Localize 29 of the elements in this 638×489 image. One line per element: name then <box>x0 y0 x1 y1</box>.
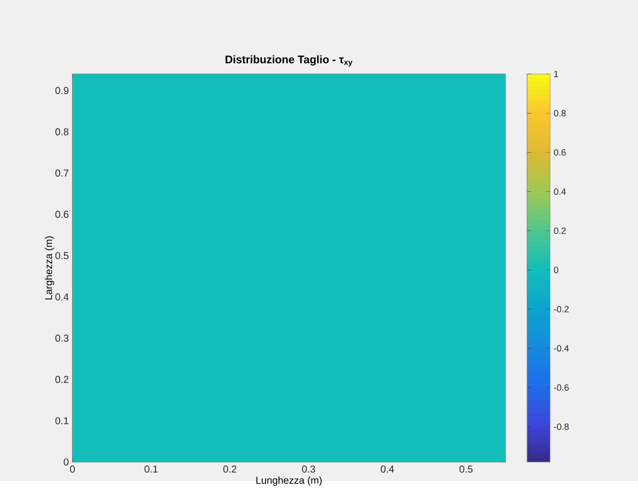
y-tick-label: 0.7 <box>55 169 68 177</box>
x-tick-label: 0 <box>70 465 75 473</box>
chart-title: Distribuzione Taglio - τ$_{xy}$ <box>226 55 352 66</box>
y-tick-label: 0.4 <box>55 293 69 300</box>
y-tick-label: 0.1 <box>55 417 68 424</box>
y-tick-label: 0.5 <box>55 252 68 260</box>
color-bar-label: -0.2 <box>554 306 569 312</box>
color-bar-label: -0.6 <box>554 384 569 391</box>
x-tick-label: 0.2 <box>223 465 236 473</box>
x-tick-label: 0.4 <box>380 465 394 473</box>
y-axis-title: Larghezza (m) <box>44 236 54 300</box>
color-bar-label: 0.8 <box>554 110 566 116</box>
x-axis-title: Lunghezza (m) <box>256 476 322 486</box>
y-tick-label: 0.2 <box>55 376 68 383</box>
color-bar-label: 0.4 <box>554 188 566 195</box>
color-bar-label: 1 <box>554 70 558 78</box>
y-tick-label: 0.3 <box>55 334 68 342</box>
y-tick-label: 0.6 <box>55 210 68 218</box>
y-tick-label: 0.8 <box>55 128 68 136</box>
y-tick-label: 0.9 <box>55 86 68 94</box>
color-bar-label: -0.8 <box>554 423 569 430</box>
x-tick-label: 0.3 <box>302 465 316 473</box>
x-tick-label: 0.1 <box>144 465 158 473</box>
color-bar-label: 0 <box>554 266 558 274</box>
color-bar-label: -0.4 <box>554 345 569 352</box>
x-tick-label: 0.5 <box>460 465 473 473</box>
y-tick-label: 0 <box>64 458 69 466</box>
color-bar-label: 0.2 <box>554 228 566 234</box>
color-bar-label: 0.6 <box>554 149 566 156</box>
